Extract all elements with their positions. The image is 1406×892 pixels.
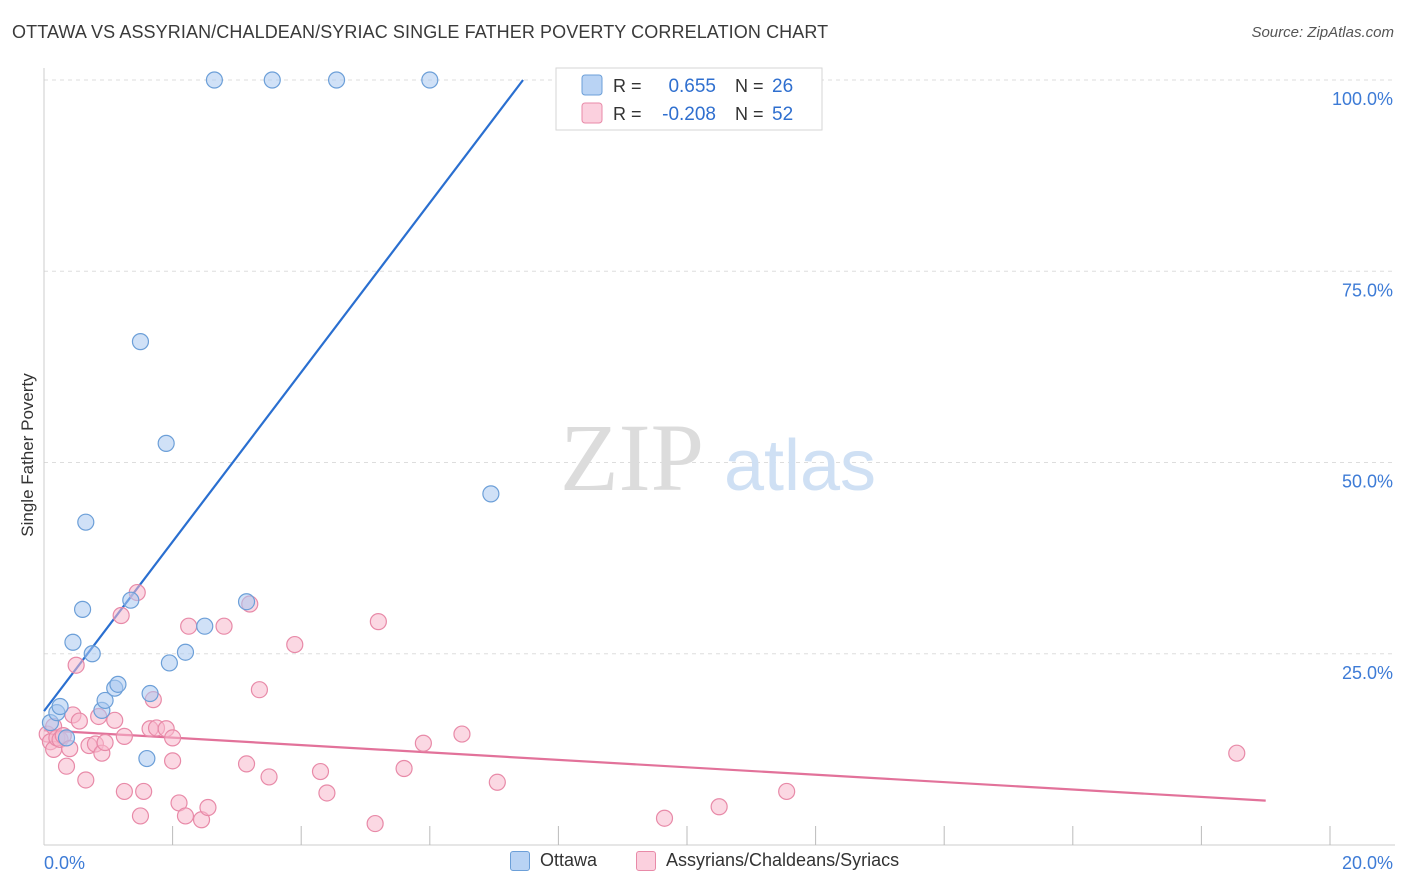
legend-swatch-ottawa-bottom (510, 850, 530, 871)
assyrian-point-7 (57, 757, 76, 775)
x-tick-label-0: 0.0% (44, 853, 85, 873)
assyrian-point-21 (115, 782, 133, 801)
ottawa-point-19 (196, 617, 214, 635)
legend-n-label-2: N = (735, 104, 764, 124)
ottawa-point-13 (131, 333, 150, 351)
assyrian-point-44 (369, 613, 387, 631)
y-tick-label-2: 75.0% (1342, 280, 1393, 300)
assyrian-point-48 (453, 725, 471, 743)
ottawa-point-18 (176, 643, 195, 661)
assyrian-point-49 (488, 773, 506, 791)
legend-swatch-assyrian-bottom (636, 850, 656, 871)
watermark-atlas: atlas (724, 426, 876, 506)
assyrian-point-23 (131, 807, 150, 825)
assyrian-point-24 (135, 782, 153, 801)
tick-labels: 25.0% 50.0% 75.0% 100.0% 0.0% 20.0% (44, 89, 1393, 873)
assyrian-point-17 (96, 733, 114, 752)
legend-label-ottawa: Ottawa (540, 850, 598, 870)
chart-title: OTTAWA VS ASSYRIAN/CHALDEAN/SYRIAC SINGL… (12, 22, 829, 42)
legend-item-assyrian: Assyrians/Chaldeans/Syriacs (636, 850, 899, 871)
assyrian-point-47 (414, 734, 432, 752)
ottawa-point-11 (109, 675, 127, 693)
assyrian-point-10 (67, 656, 85, 674)
assyrian-point-37 (237, 755, 256, 773)
legend-r-label-2: R = (613, 104, 642, 124)
data-points (38, 71, 1246, 833)
assyrian-point-20 (115, 727, 133, 745)
watermark: ZIP atlas (560, 404, 876, 511)
assyrian-point-42 (311, 762, 330, 781)
assyrian-point-30 (164, 752, 182, 770)
assyrian-point-19 (112, 606, 130, 625)
assyrian-point-32 (176, 807, 195, 825)
axes (43, 68, 1395, 846)
assyrian-point-53 (1228, 744, 1246, 762)
ottawa-trend-line (43, 79, 524, 712)
assyrian-point-43 (318, 784, 336, 802)
ottawa-point-22 (205, 71, 223, 89)
ottawa-point-3 (57, 729, 76, 747)
legend-r-value-2: -0.208 (662, 104, 716, 125)
legend-r-value-1: 0.655 (668, 76, 716, 97)
assyrian-point-36 (215, 617, 233, 635)
assyrian-point-41 (286, 635, 304, 654)
legend-item-ottawa: Ottawa (510, 850, 597, 871)
ottawa-point-23 (263, 71, 281, 89)
correlation-legend: R = 0.655 N = 26 R = -0.208 N = 52 (555, 67, 823, 131)
y-tick-label-3: 100.0% (1332, 89, 1393, 109)
ottawa-point-15 (141, 684, 159, 703)
assyrian-point-33 (180, 617, 198, 635)
legend-swatch-ottawa (581, 74, 603, 96)
ottawa-point-2 (51, 697, 69, 716)
y-tick-label-0: 25.0% (1342, 663, 1393, 683)
assyrian-point-52 (778, 782, 796, 801)
assyrian-point-40 (260, 768, 278, 786)
legend-n-label-1: N = (735, 76, 764, 96)
ottawa-point-5 (73, 600, 92, 618)
ottawa-point-17 (160, 654, 178, 672)
assyrian-point-51 (710, 798, 728, 816)
assyrian-point-18 (106, 711, 124, 729)
assyrian-point-12 (77, 771, 95, 789)
legend-n-value-1: 26 (772, 76, 793, 97)
ottawa-point-21 (482, 485, 500, 503)
assyrian-point-50 (655, 809, 674, 827)
assyrian-point-11 (70, 712, 88, 730)
assyrian-point-39 (250, 681, 269, 699)
ottawa-point-16 (157, 434, 175, 452)
ottawa-point-20 (237, 593, 256, 611)
assyrian-point-35 (199, 798, 217, 817)
assyrian-point-45 (366, 814, 384, 833)
legend-r-label-1: R = (613, 76, 642, 96)
y-tick-label-1: 50.0% (1342, 472, 1393, 492)
ottawa-point-25 (421, 71, 439, 89)
ottawa-point-14 (138, 749, 156, 768)
legend-swatch-assyrian (581, 102, 603, 124)
ottawa-point-9 (96, 691, 114, 710)
x-tick-label-1: 20.0% (1342, 853, 1393, 873)
assyrian-point-46 (395, 759, 413, 778)
series-legend: Ottawa Assyrians/Chaldeans/Syriacs (0, 850, 1406, 880)
ottawa-point-4 (64, 633, 82, 651)
source-label: Source: ZipAtlas.com (1251, 24, 1394, 41)
legend-n-value-2: 52 (772, 104, 793, 125)
legend-label-assyrian: Assyrians/Chaldeans/Syriacs (666, 850, 900, 870)
ottawa-point-7 (83, 645, 101, 663)
watermark-zip: ZIP (560, 404, 704, 511)
assyrian-trend-line (43, 729, 1266, 802)
gridlines (44, 79, 1395, 655)
trend-lines (43, 79, 1266, 802)
ottawa-point-24 (327, 71, 346, 89)
assyrian-point-29 (164, 729, 182, 747)
ottawa-point-12 (122, 591, 140, 609)
ottawa-point-6 (77, 513, 95, 531)
